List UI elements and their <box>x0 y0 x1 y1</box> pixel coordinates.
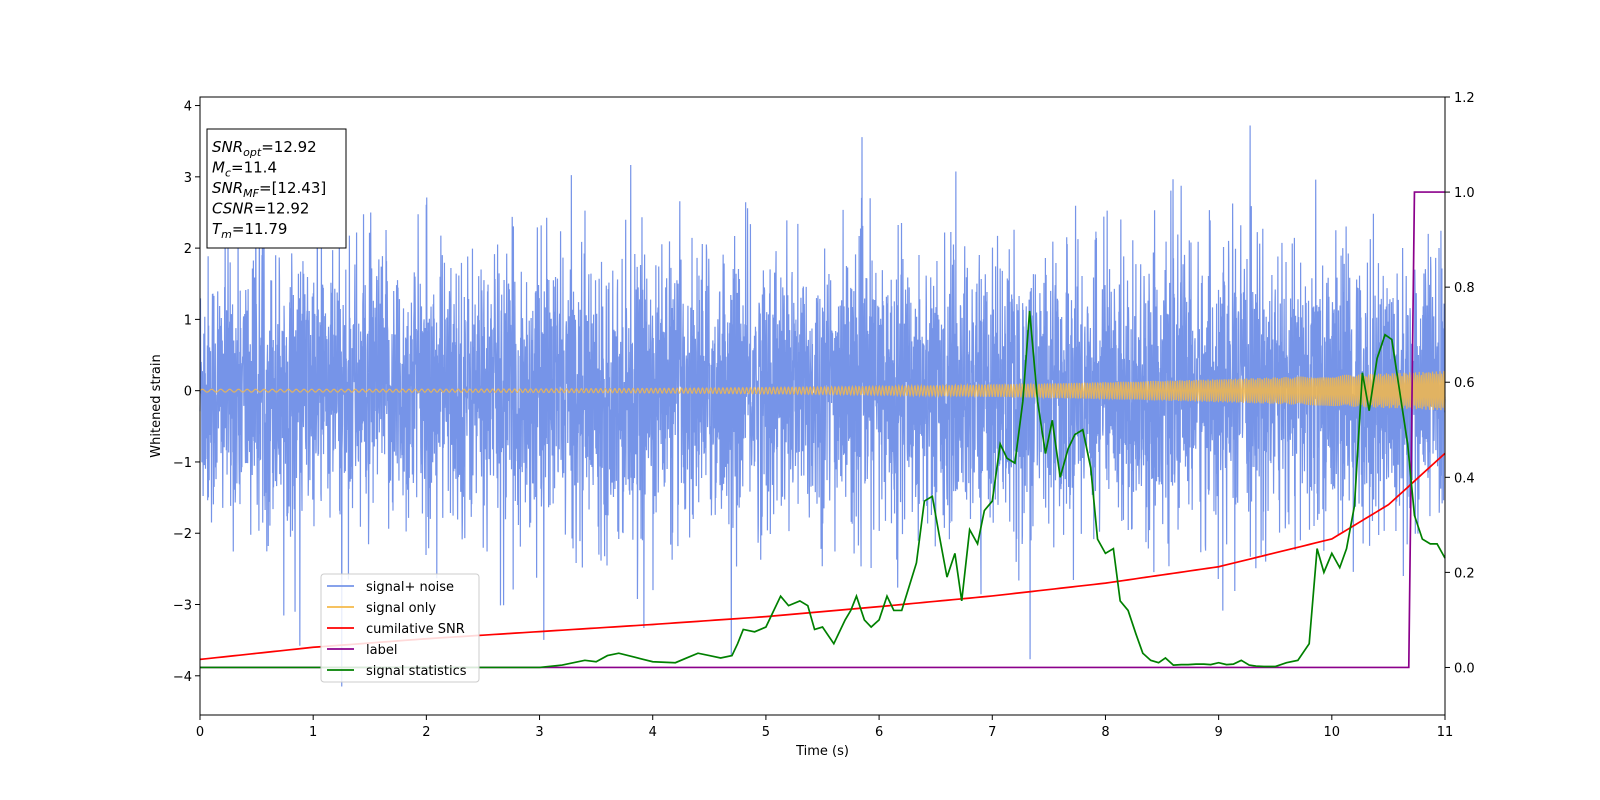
y-tick-label: 0 <box>184 385 192 400</box>
y2-tick-label: 0.0 <box>1454 661 1475 676</box>
signal-noise-line <box>199 125 1446 687</box>
y-tick-label: 2 <box>184 242 192 257</box>
info-line: SNRMF=[12.43] <box>212 179 326 200</box>
x-tick-label: 2 <box>422 725 430 740</box>
y-tick-label: 1 <box>184 313 192 328</box>
x-tick-label: 3 <box>535 725 543 740</box>
legend-frame <box>320 573 480 683</box>
y2-tick-label: 1.0 <box>1454 186 1475 201</box>
legend-label: signal+ noise <box>366 580 454 595</box>
y-tick-label: 4 <box>184 100 192 115</box>
y-tick-label: −1 <box>173 456 192 471</box>
info-line: Tm=11.79 <box>212 220 287 241</box>
info-line: CSNR=12.92 <box>212 200 309 218</box>
legend-label: signal statistics <box>366 664 467 679</box>
x-tick-label: 0 <box>196 725 204 740</box>
y2-tick-label: 1.2 <box>1454 91 1475 106</box>
info-box: SNRopt=12.92Mc=11.4SNRMF=[12.43]CSNR=12.… <box>206 128 347 249</box>
legend-label: cumilative SNR <box>366 622 465 637</box>
x-tick-label: 4 <box>649 725 657 740</box>
legend-label: signal only <box>366 601 436 616</box>
legend-label: label <box>366 643 397 658</box>
info-box-frame <box>206 128 347 249</box>
x-tick-label: 8 <box>1101 725 1109 740</box>
x-tick-label: 9 <box>1214 725 1222 740</box>
signal-statistics-line <box>200 310 1446 669</box>
x-tick-label: 7 <box>988 725 996 740</box>
y2-tick-label: 0.4 <box>1454 471 1475 486</box>
x-tick-label: 11 <box>1437 725 1454 740</box>
info-line: Mc=11.4 <box>212 159 277 180</box>
x-tick-label: 5 <box>762 725 770 740</box>
y-tick-label: −4 <box>173 670 192 685</box>
axis-ticks: 0 1 2 3 4 5 6 7 8 9 10 1143210−1−2−3−41.21.00.80.60… <box>173 91 1475 740</box>
x-tick-label: 6 <box>875 725 883 740</box>
y2-tick-label: 0.6 <box>1454 376 1475 391</box>
signal-noise-series <box>199 125 1446 687</box>
x-axis-label: Time (s) <box>795 744 849 759</box>
y-tick-label: 3 <box>184 171 192 186</box>
y-tick-label: −3 <box>173 599 192 614</box>
legend: signal+ noise signal only cumilative SNR la… <box>320 573 480 683</box>
signal-only-line <box>199 371 1446 411</box>
y-axis-label: Whitened strain <box>149 354 164 457</box>
x-tick-label: 1 <box>309 725 317 740</box>
x-tick-label: 10 <box>1324 725 1341 740</box>
signal-only-series <box>199 371 1446 411</box>
info-line: SNRopt=12.92 <box>212 138 317 159</box>
y2-tick-label: 0.2 <box>1454 566 1475 581</box>
y-tick-label: −2 <box>173 527 192 542</box>
y2-tick-label: 0.8 <box>1454 281 1475 296</box>
plot-frame <box>199 96 1446 716</box>
label-line <box>200 191 1445 669</box>
